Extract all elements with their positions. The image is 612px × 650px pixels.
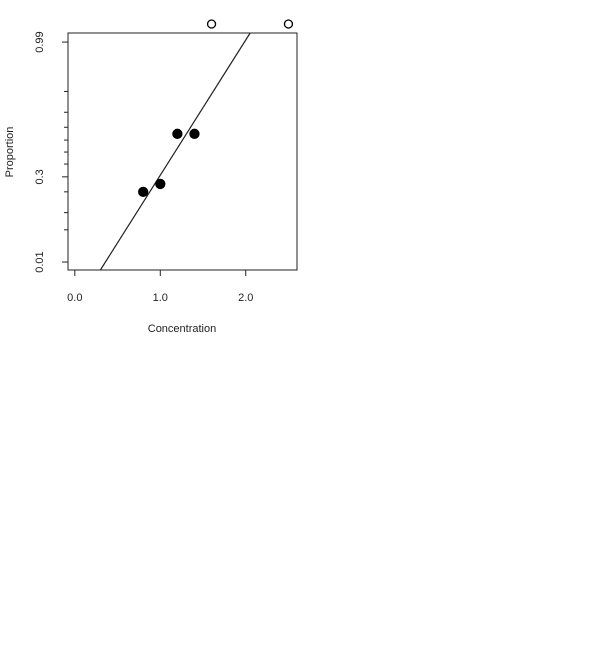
y-tick-label: 0.01 <box>34 251 46 272</box>
y-axis-label: Proportion <box>4 127 16 178</box>
point <box>155 178 166 190</box>
point <box>189 128 200 139</box>
point <box>138 186 149 197</box>
fit-line <box>99 32 251 271</box>
x-axis-label: Concentration <box>148 323 217 335</box>
y-tick-label: 0.3 <box>34 169 46 184</box>
point <box>172 128 183 139</box>
y-tick-label: 0.99 <box>34 31 46 52</box>
x-tick-label: 1.0 <box>153 292 168 304</box>
point-off-scale <box>283 19 294 29</box>
x-tick-label: 0.0 <box>67 292 82 304</box>
x-tick-label: 2.0 <box>238 292 253 304</box>
plot-frame <box>67 32 298 271</box>
point-off-scale <box>206 19 217 29</box>
